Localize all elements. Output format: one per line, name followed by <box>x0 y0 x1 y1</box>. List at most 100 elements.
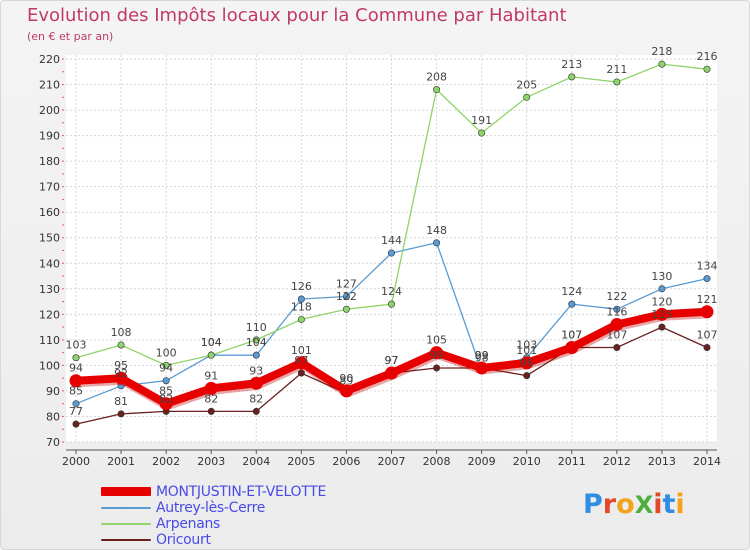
y-tick-label: 170 <box>39 181 60 194</box>
x-tick-label: 2011 <box>558 455 586 468</box>
x-tick-label: 2014 <box>693 455 721 468</box>
y-tick-label: 100 <box>39 359 60 372</box>
proxiti-logo: ProXiti <box>583 489 685 520</box>
data-point <box>297 295 305 303</box>
legend-label-oricourt: Oricourt <box>156 532 211 548</box>
legend-item-oricourt[interactable]: Oricourt <box>101 532 421 549</box>
data-point <box>430 346 444 360</box>
data-label: 90 <box>339 372 353 385</box>
data-point <box>342 305 350 313</box>
data-point <box>204 381 218 395</box>
data-label: 124 <box>561 285 582 298</box>
legend-label-arpenans: Arpenans <box>156 516 221 532</box>
x-tick-label: 2001 <box>107 455 135 468</box>
x-tick-label: 2008 <box>423 455 451 468</box>
data-point <box>703 65 711 73</box>
data-point <box>658 285 666 293</box>
data-point <box>433 239 441 247</box>
series-Arpenans <box>72 60 711 369</box>
data-point <box>252 351 260 359</box>
y-tick-label: 80 <box>46 410 60 423</box>
y-tick-label: 190 <box>39 130 60 143</box>
data-point <box>520 356 534 370</box>
data-point <box>655 307 669 321</box>
data-label: 99 <box>430 349 444 362</box>
data-point <box>339 384 353 398</box>
data-label: 100 <box>156 346 177 359</box>
data-label: 148 <box>426 224 447 237</box>
data-label: 108 <box>111 326 132 339</box>
y-tick-label: 200 <box>39 104 60 117</box>
data-label: 107 <box>561 329 582 342</box>
data-label: 121 <box>697 293 718 306</box>
data-label: 95 <box>114 359 128 372</box>
data-point <box>249 376 263 390</box>
data-label: 191 <box>471 114 492 127</box>
x-tick-label: 2006 <box>332 455 360 468</box>
chart-title: Evolution des Impôts locaux pour la Comm… <box>27 5 567 26</box>
x-tick-label: 2004 <box>242 455 270 468</box>
data-point <box>475 361 489 375</box>
logo-letter: o <box>616 489 635 520</box>
logo-letter: i <box>675 489 685 520</box>
data-label: 104 <box>246 336 267 349</box>
x-tick-label: 2003 <box>197 455 225 468</box>
data-label: 82 <box>159 392 173 405</box>
y-tick-label: 90 <box>46 385 60 398</box>
data-label: 107 <box>697 329 718 342</box>
data-point <box>159 397 173 411</box>
y-tick-label: 220 <box>39 53 60 66</box>
y-tick-label: 130 <box>39 283 60 296</box>
x-tick-label: 2002 <box>152 455 180 468</box>
data-point <box>117 341 125 349</box>
data-label: 99 <box>475 349 489 362</box>
legend-item-autrey[interactable]: Autrey-lès-Cerre <box>101 500 421 517</box>
legend-swatch-montjustin <box>101 487 151 496</box>
data-point <box>207 351 215 359</box>
y-tick-label: 110 <box>39 334 60 347</box>
data-label: 104 <box>201 336 222 349</box>
x-tick-label: 2009 <box>468 455 496 468</box>
legend-item-montjustin[interactable]: MONTJUSTIN-ET-VELOTTE <box>101 484 421 501</box>
data-label: 97 <box>385 354 399 367</box>
data-label: 94 <box>69 362 83 375</box>
data-point <box>613 344 621 352</box>
x-tick-label: 2007 <box>378 455 406 468</box>
data-label: 118 <box>291 300 312 313</box>
data-label: 134 <box>697 260 718 273</box>
data-label: 127 <box>336 277 357 290</box>
data-point <box>658 323 666 331</box>
data-label: 82 <box>204 392 218 405</box>
data-label: 101 <box>516 344 537 357</box>
y-tick-label: 120 <box>39 308 60 321</box>
data-label: 126 <box>291 280 312 293</box>
data-label: 85 <box>69 385 83 398</box>
y-tick-label: 160 <box>39 206 60 219</box>
logo-letter: t <box>662 489 676 520</box>
legend-item-arpenans[interactable]: Arpenans <box>101 516 421 533</box>
data-point <box>613 78 621 86</box>
y-tick-label: 150 <box>39 232 60 245</box>
y-tick-label: 70 <box>46 436 60 449</box>
data-point <box>568 300 576 308</box>
data-point <box>610 318 624 332</box>
data-label: 124 <box>381 285 402 298</box>
data-label: 218 <box>651 45 672 58</box>
chart-subtitle: (en € et par an) <box>27 30 114 43</box>
data-label: 91 <box>204 369 218 382</box>
data-point <box>568 73 576 81</box>
data-label: 105 <box>426 334 447 347</box>
x-tick-label: 2005 <box>287 455 315 468</box>
data-point <box>387 300 395 308</box>
data-label: 94 <box>159 362 173 375</box>
series-MONTJUSTIN-ET-VELOTTE <box>69 305 714 411</box>
data-point <box>523 93 531 101</box>
data-point <box>658 60 666 68</box>
data-label: 97 <box>385 354 399 367</box>
y-tick-label: 140 <box>39 257 60 270</box>
data-label: 97 <box>294 354 308 367</box>
x-tick-label: 2012 <box>603 455 631 468</box>
data-label: 82 <box>249 392 263 405</box>
